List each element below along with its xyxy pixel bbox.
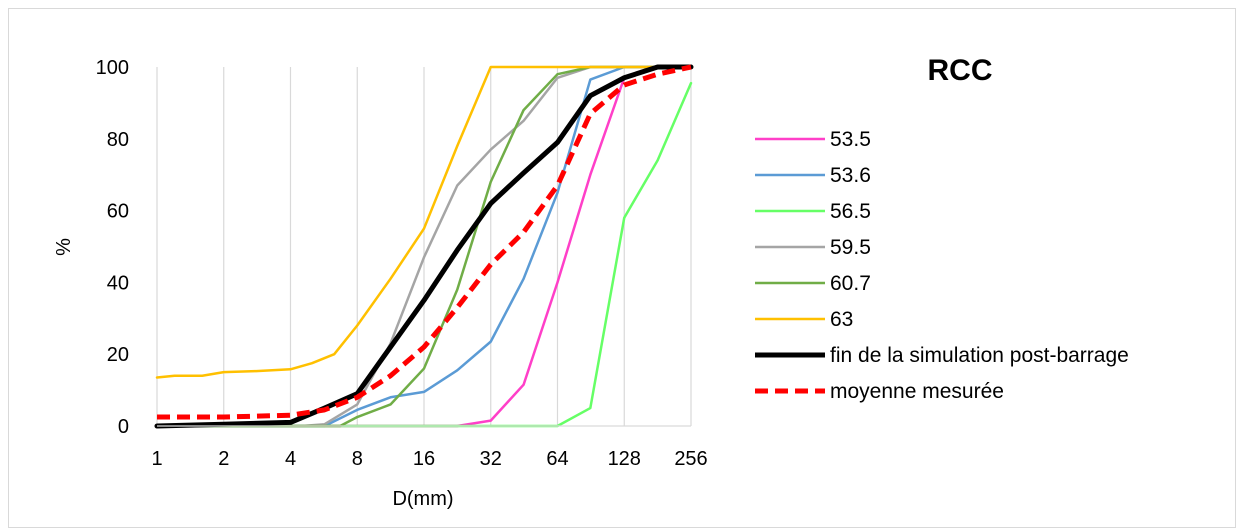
legend-label-4: 60.7 (830, 272, 871, 295)
series-line-1 (155, 65, 693, 428)
legend-label-7: moyenne mesurée (830, 380, 1004, 403)
x-tick-label: 128 (608, 448, 641, 470)
y-axis-title: % (53, 238, 75, 256)
legend-label-3: 59.5 (830, 236, 871, 259)
y-tick-label: 80 (107, 129, 129, 151)
x-tick-label: 32 (480, 448, 502, 470)
y-tick-label: 0 (118, 416, 129, 438)
y-tick-label: 100 (96, 57, 129, 79)
chart-container: 1 2 4 8 16 32 64 128 256 0 20 40 60 80 100 53.5 53.6 56.… (8, 8, 1236, 528)
series-line-7 (157, 64, 692, 420)
legend-label-5: 63 (830, 308, 853, 331)
x-tick-label: 16 (413, 448, 435, 470)
legend-label-6: fin de la simulation post-barrage (830, 344, 1129, 367)
legend-label-2: 56.5 (830, 200, 871, 223)
x-tick-label: 2 (218, 448, 229, 470)
x-tick-label: 64 (546, 448, 568, 470)
series-line-6 (154, 64, 694, 429)
y-tick-label: 60 (107, 201, 129, 223)
x-axis-title: D(mm) (392, 488, 453, 510)
x-tick-label: 8 (352, 448, 363, 470)
legend-label-1: 53.6 (830, 164, 871, 187)
y-tick-label: 20 (107, 344, 129, 366)
chart-svg: 1 2 4 8 16 32 64 128 256 0 20 40 60 80 100 53.5 53.6 56.… (53, 54, 1129, 510)
x-tick-label: 1 (151, 448, 162, 470)
x-tick-label: 256 (674, 448, 707, 470)
chart-title: RCC (928, 54, 993, 87)
y-tick-label: 40 (107, 272, 129, 294)
legend-label-0: 53.5 (830, 128, 871, 151)
x-tick-label: 4 (285, 448, 296, 470)
series-line-5 (155, 65, 693, 379)
legend: 53.5 53.6 56.5 59.5 60.7 63 fin de la simulati… (755, 128, 1129, 403)
axes: 1 2 4 8 16 32 64 128 256 0 20 40 60 80 100 (96, 57, 708, 470)
